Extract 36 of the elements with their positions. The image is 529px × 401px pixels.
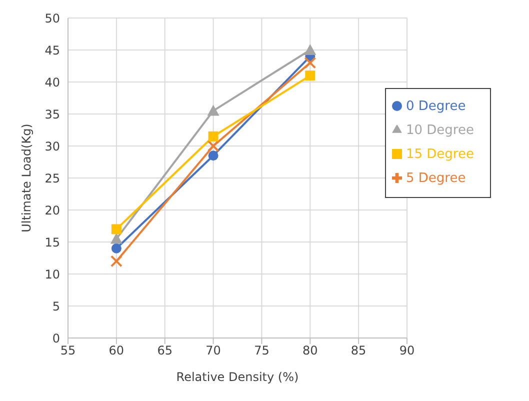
y-tick-label: 20 (44, 203, 60, 218)
x-tick-label: 65 (157, 344, 172, 358)
legend-label: 5 Degree (406, 171, 466, 186)
point (305, 70, 316, 81)
y-tick-label: 45 (44, 43, 60, 58)
x-tick-label: 60 (108, 344, 124, 358)
point (111, 224, 122, 234)
point (208, 150, 218, 161)
x-tick-label: 55 (60, 344, 76, 358)
legend-label: 15 Degree (406, 147, 474, 162)
x-tick-label: 90 (399, 344, 415, 358)
x-tick-label: 75 (254, 344, 270, 358)
point (207, 140, 220, 152)
y-tick-label: 25 (44, 171, 60, 186)
point (110, 255, 122, 268)
y-tick-label: 5 (52, 299, 60, 314)
y-tick-label: 10 (44, 267, 60, 282)
point (304, 44, 316, 55)
point (110, 232, 122, 244)
x-tick-label: 70 (206, 344, 221, 358)
y-axis-title: Ultimate Load(Kg) (19, 124, 34, 232)
point (111, 243, 122, 254)
legend-label: 0 Degree (406, 99, 466, 114)
y-tick-label: 0 (52, 331, 60, 346)
point (208, 131, 218, 142)
legend-label: 10 Degree (406, 123, 474, 138)
point (304, 56, 316, 69)
y-tick-label: 35 (44, 107, 60, 122)
x-tick-label: 85 (350, 344, 366, 358)
y-tick-label: 30 (44, 139, 60, 154)
point (207, 104, 220, 116)
x-tick-label: 80 (302, 344, 318, 358)
x-axis-title: Relative Density (%) (176, 370, 299, 384)
y-tick-label: 40 (44, 75, 60, 90)
y-tick-label: 15 (44, 235, 60, 250)
y-tick-label: 50 (44, 11, 60, 26)
